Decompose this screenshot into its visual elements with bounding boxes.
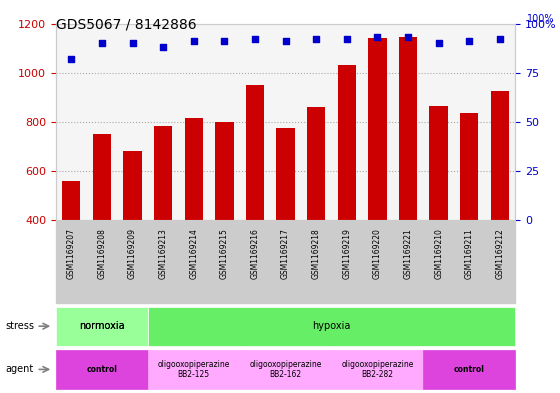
Text: oligooxopiperazine
BB2-282: oligooxopiperazine BB2-282 [341,360,414,379]
Bar [215,122,234,318]
Point [281,38,290,44]
Point [128,40,137,46]
Point [342,36,351,42]
Text: GSM1169207: GSM1169207 [67,228,76,279]
Text: GSM1169214: GSM1169214 [189,228,198,279]
Point [97,40,106,46]
Point [373,34,382,40]
Bar [123,151,142,318]
Text: GSM1169216: GSM1169216 [250,228,259,279]
Text: GSM1169221: GSM1169221 [404,228,413,279]
Text: GSM1169218: GSM1169218 [312,228,321,279]
Text: GSM1169211: GSM1169211 [465,228,474,279]
Text: GSM1169209: GSM1169209 [128,228,137,279]
Bar [399,37,417,318]
Text: GSM1169217: GSM1169217 [281,228,290,279]
Point [158,44,167,50]
Text: oligooxopiperazine
BB2-162: oligooxopiperazine BB2-162 [249,360,322,379]
Text: 100%: 100% [527,14,554,24]
Text: GSM1169219: GSM1169219 [342,228,351,279]
Bar [368,38,386,318]
Text: oligooxopiperazine
BB2-125: oligooxopiperazine BB2-125 [157,360,230,379]
Bar [185,118,203,318]
Point [496,36,505,42]
Text: GSM1169208: GSM1169208 [97,228,106,279]
Text: control: control [454,365,485,374]
Text: hypoxia: hypoxia [312,321,351,331]
Text: normoxia: normoxia [79,321,125,331]
Point [220,38,229,44]
Text: GSM1169210: GSM1169210 [434,228,443,279]
Text: GDS5067 / 8142886: GDS5067 / 8142886 [56,18,197,32]
Bar [93,134,111,318]
Point [250,36,259,42]
Text: GSM1169215: GSM1169215 [220,228,229,279]
Bar [246,85,264,318]
Bar [62,181,81,318]
Bar [430,106,448,318]
Bar [460,113,478,318]
Text: agent: agent [6,364,34,375]
Text: control: control [86,365,118,374]
Point [312,36,321,42]
Bar [277,128,295,318]
Point [189,38,198,44]
Bar [338,65,356,318]
Text: GSM1169212: GSM1169212 [496,228,505,279]
Point [465,38,474,44]
Bar [154,125,172,318]
Text: GSM1169220: GSM1169220 [373,228,382,279]
Bar [307,107,325,318]
Point [67,56,76,62]
Text: stress: stress [6,321,35,331]
Point [434,40,443,46]
Bar [491,91,509,318]
Text: GSM1169213: GSM1169213 [158,228,167,279]
Text: normoxia: normoxia [79,321,125,331]
Point [404,34,413,40]
